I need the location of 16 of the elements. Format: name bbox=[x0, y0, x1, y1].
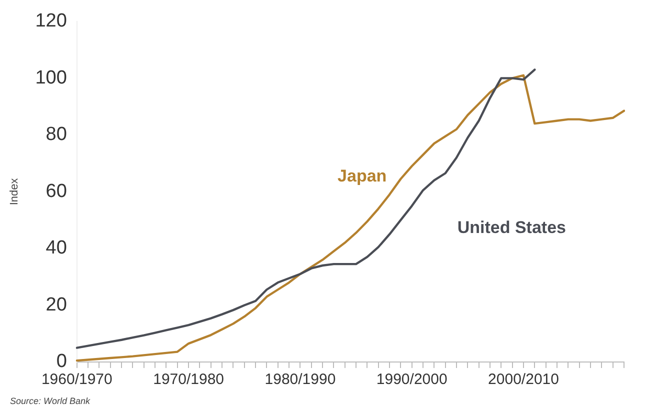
source-note: Source: World Bank bbox=[10, 396, 90, 406]
x-tick-label: 1970/1980 bbox=[153, 371, 224, 388]
x-tick-label: 1990/2000 bbox=[376, 371, 448, 388]
y-tick-label: 60 bbox=[46, 180, 67, 202]
y-tick-label: 0 bbox=[56, 351, 67, 372]
y-tick-label: 20 bbox=[46, 294, 67, 316]
x-tick-label: 2000/2010 bbox=[488, 371, 559, 388]
x-tick-label: 1980/1990 bbox=[264, 371, 336, 388]
y-tick-label: 100 bbox=[35, 67, 67, 88]
x-tick-label: 1960/1970 bbox=[41, 371, 112, 388]
text: United States bbox=[457, 218, 566, 237]
y-tick-label: 80 bbox=[46, 124, 67, 146]
y-tick-label: 40 bbox=[46, 238, 67, 259]
series-label: Japan bbox=[338, 166, 387, 186]
y-tick-label: 120 bbox=[35, 10, 67, 32]
y-axis-title: Index bbox=[8, 178, 21, 206]
